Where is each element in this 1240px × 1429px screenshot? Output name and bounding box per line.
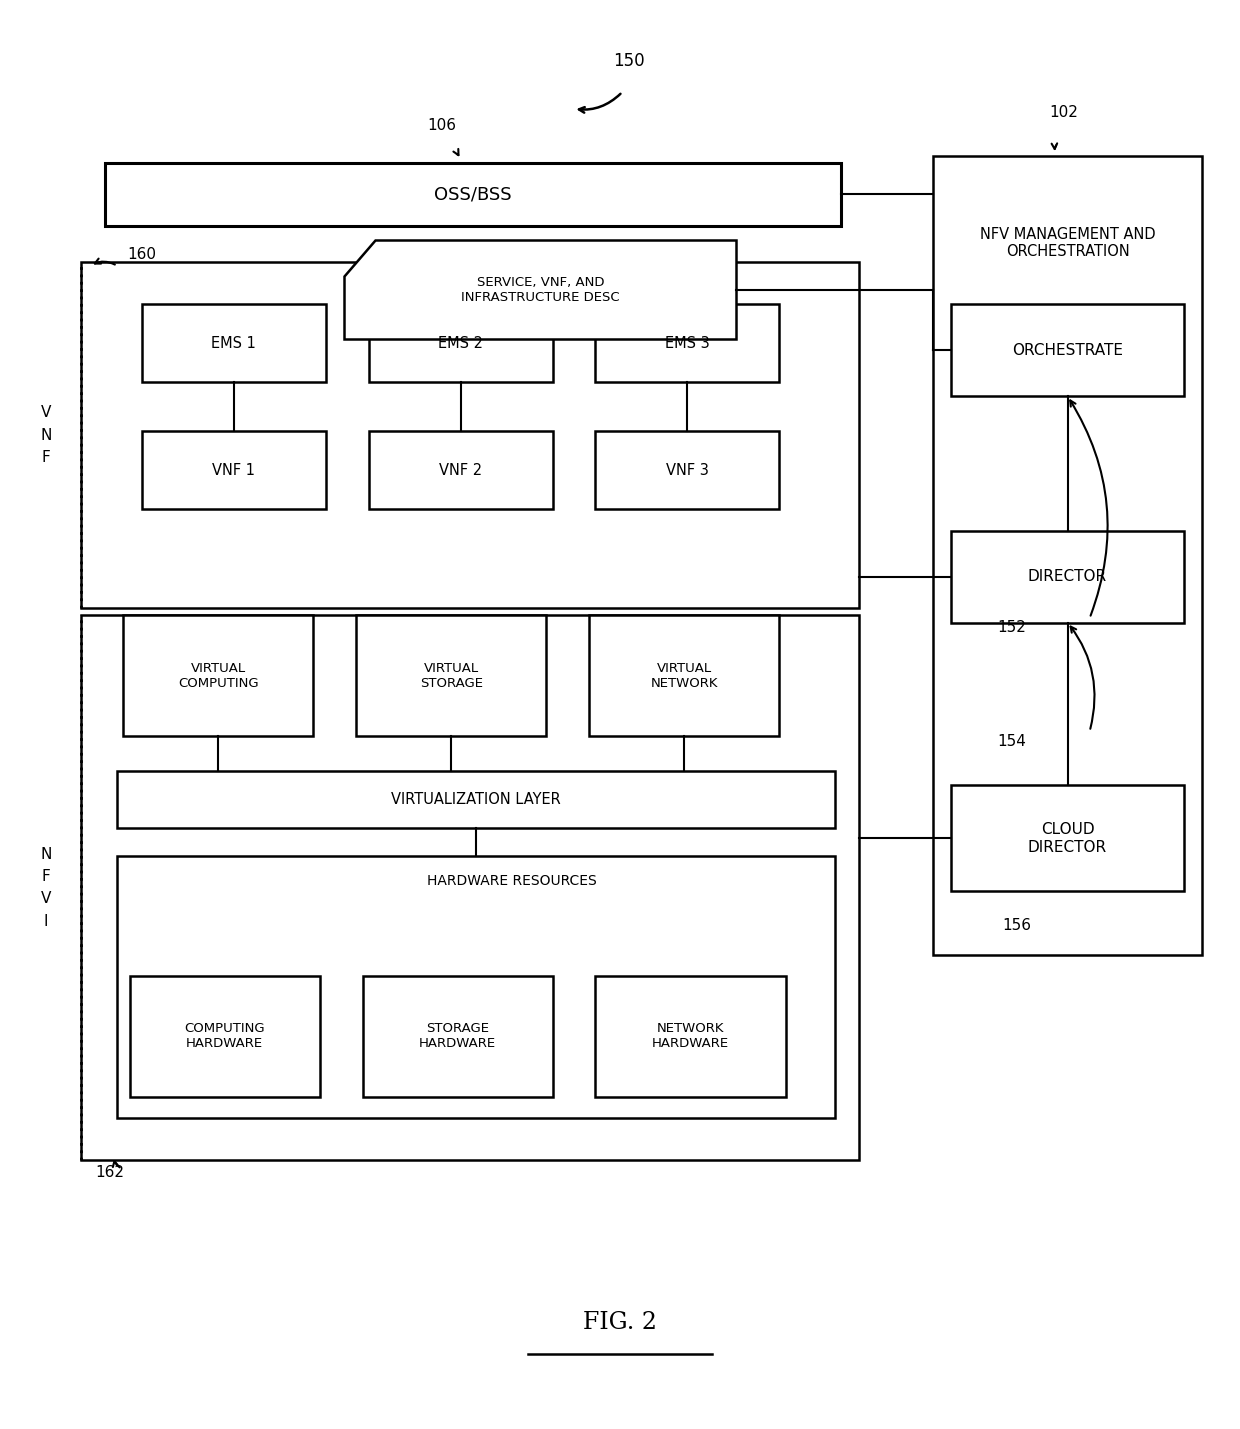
Text: VNF 2: VNF 2 (439, 463, 482, 477)
Text: 102: 102 (1049, 106, 1079, 120)
FancyBboxPatch shape (595, 304, 780, 382)
FancyBboxPatch shape (124, 616, 314, 736)
FancyBboxPatch shape (951, 304, 1184, 396)
Text: V
N
F: V N F (41, 406, 52, 464)
Text: EMS 3: EMS 3 (665, 336, 709, 350)
FancyBboxPatch shape (951, 786, 1184, 892)
Text: VIRTUAL
COMPUTING: VIRTUAL COMPUTING (179, 662, 259, 690)
FancyBboxPatch shape (368, 432, 553, 509)
Text: NFV MANAGEMENT AND
ORCHESTRATION: NFV MANAGEMENT AND ORCHESTRATION (980, 227, 1156, 260)
Text: 150: 150 (613, 53, 645, 70)
FancyBboxPatch shape (141, 304, 326, 382)
FancyBboxPatch shape (595, 432, 780, 509)
Text: NETWORK
HARDWARE: NETWORK HARDWARE (652, 1022, 729, 1050)
Text: 106: 106 (428, 119, 456, 133)
Text: FIG. 2: FIG. 2 (583, 1312, 657, 1335)
Text: DIRECTOR: DIRECTOR (1028, 569, 1107, 584)
FancyBboxPatch shape (356, 616, 547, 736)
FancyBboxPatch shape (595, 976, 785, 1096)
Text: ORCHESTRATE: ORCHESTRATE (1012, 343, 1123, 357)
Polygon shape (345, 240, 737, 340)
Text: HARDWARE RESOURCES: HARDWARE RESOURCES (427, 875, 596, 889)
FancyBboxPatch shape (129, 976, 320, 1096)
Text: 156: 156 (1003, 917, 1032, 933)
FancyBboxPatch shape (932, 156, 1203, 955)
Text: 162: 162 (95, 1165, 124, 1180)
Text: N
F
V
I: N F V I (41, 847, 52, 929)
Text: EMS 1: EMS 1 (211, 336, 257, 350)
Text: CLOUD
DIRECTOR: CLOUD DIRECTOR (1028, 822, 1107, 855)
Text: VIRTUALIZATION LAYER: VIRTUALIZATION LAYER (391, 792, 560, 807)
FancyBboxPatch shape (368, 304, 553, 382)
Text: VNF 1: VNF 1 (212, 463, 255, 477)
FancyBboxPatch shape (589, 616, 780, 736)
Text: EMS 2: EMS 2 (438, 336, 484, 350)
Text: VNF 3: VNF 3 (666, 463, 709, 477)
FancyBboxPatch shape (118, 772, 835, 827)
FancyBboxPatch shape (118, 856, 835, 1117)
FancyBboxPatch shape (141, 432, 326, 509)
FancyBboxPatch shape (362, 976, 553, 1096)
FancyBboxPatch shape (951, 530, 1184, 623)
Text: OSS/BSS: OSS/BSS (434, 186, 512, 203)
Text: COMPUTING
HARDWARE: COMPUTING HARDWARE (185, 1022, 265, 1050)
FancyBboxPatch shape (81, 262, 859, 609)
Text: 154: 154 (998, 733, 1027, 749)
FancyBboxPatch shape (105, 163, 841, 226)
Text: VIRTUAL
STORAGE: VIRTUAL STORAGE (420, 662, 482, 690)
Text: SERVICE, VNF, AND
INFRASTRUCTURE DESC: SERVICE, VNF, AND INFRASTRUCTURE DESC (461, 276, 620, 304)
Text: STORAGE
HARDWARE: STORAGE HARDWARE (419, 1022, 496, 1050)
Text: VIRTUAL
NETWORK: VIRTUAL NETWORK (651, 662, 718, 690)
Text: 160: 160 (128, 247, 156, 262)
Text: 152: 152 (998, 620, 1027, 636)
FancyBboxPatch shape (81, 616, 859, 1160)
